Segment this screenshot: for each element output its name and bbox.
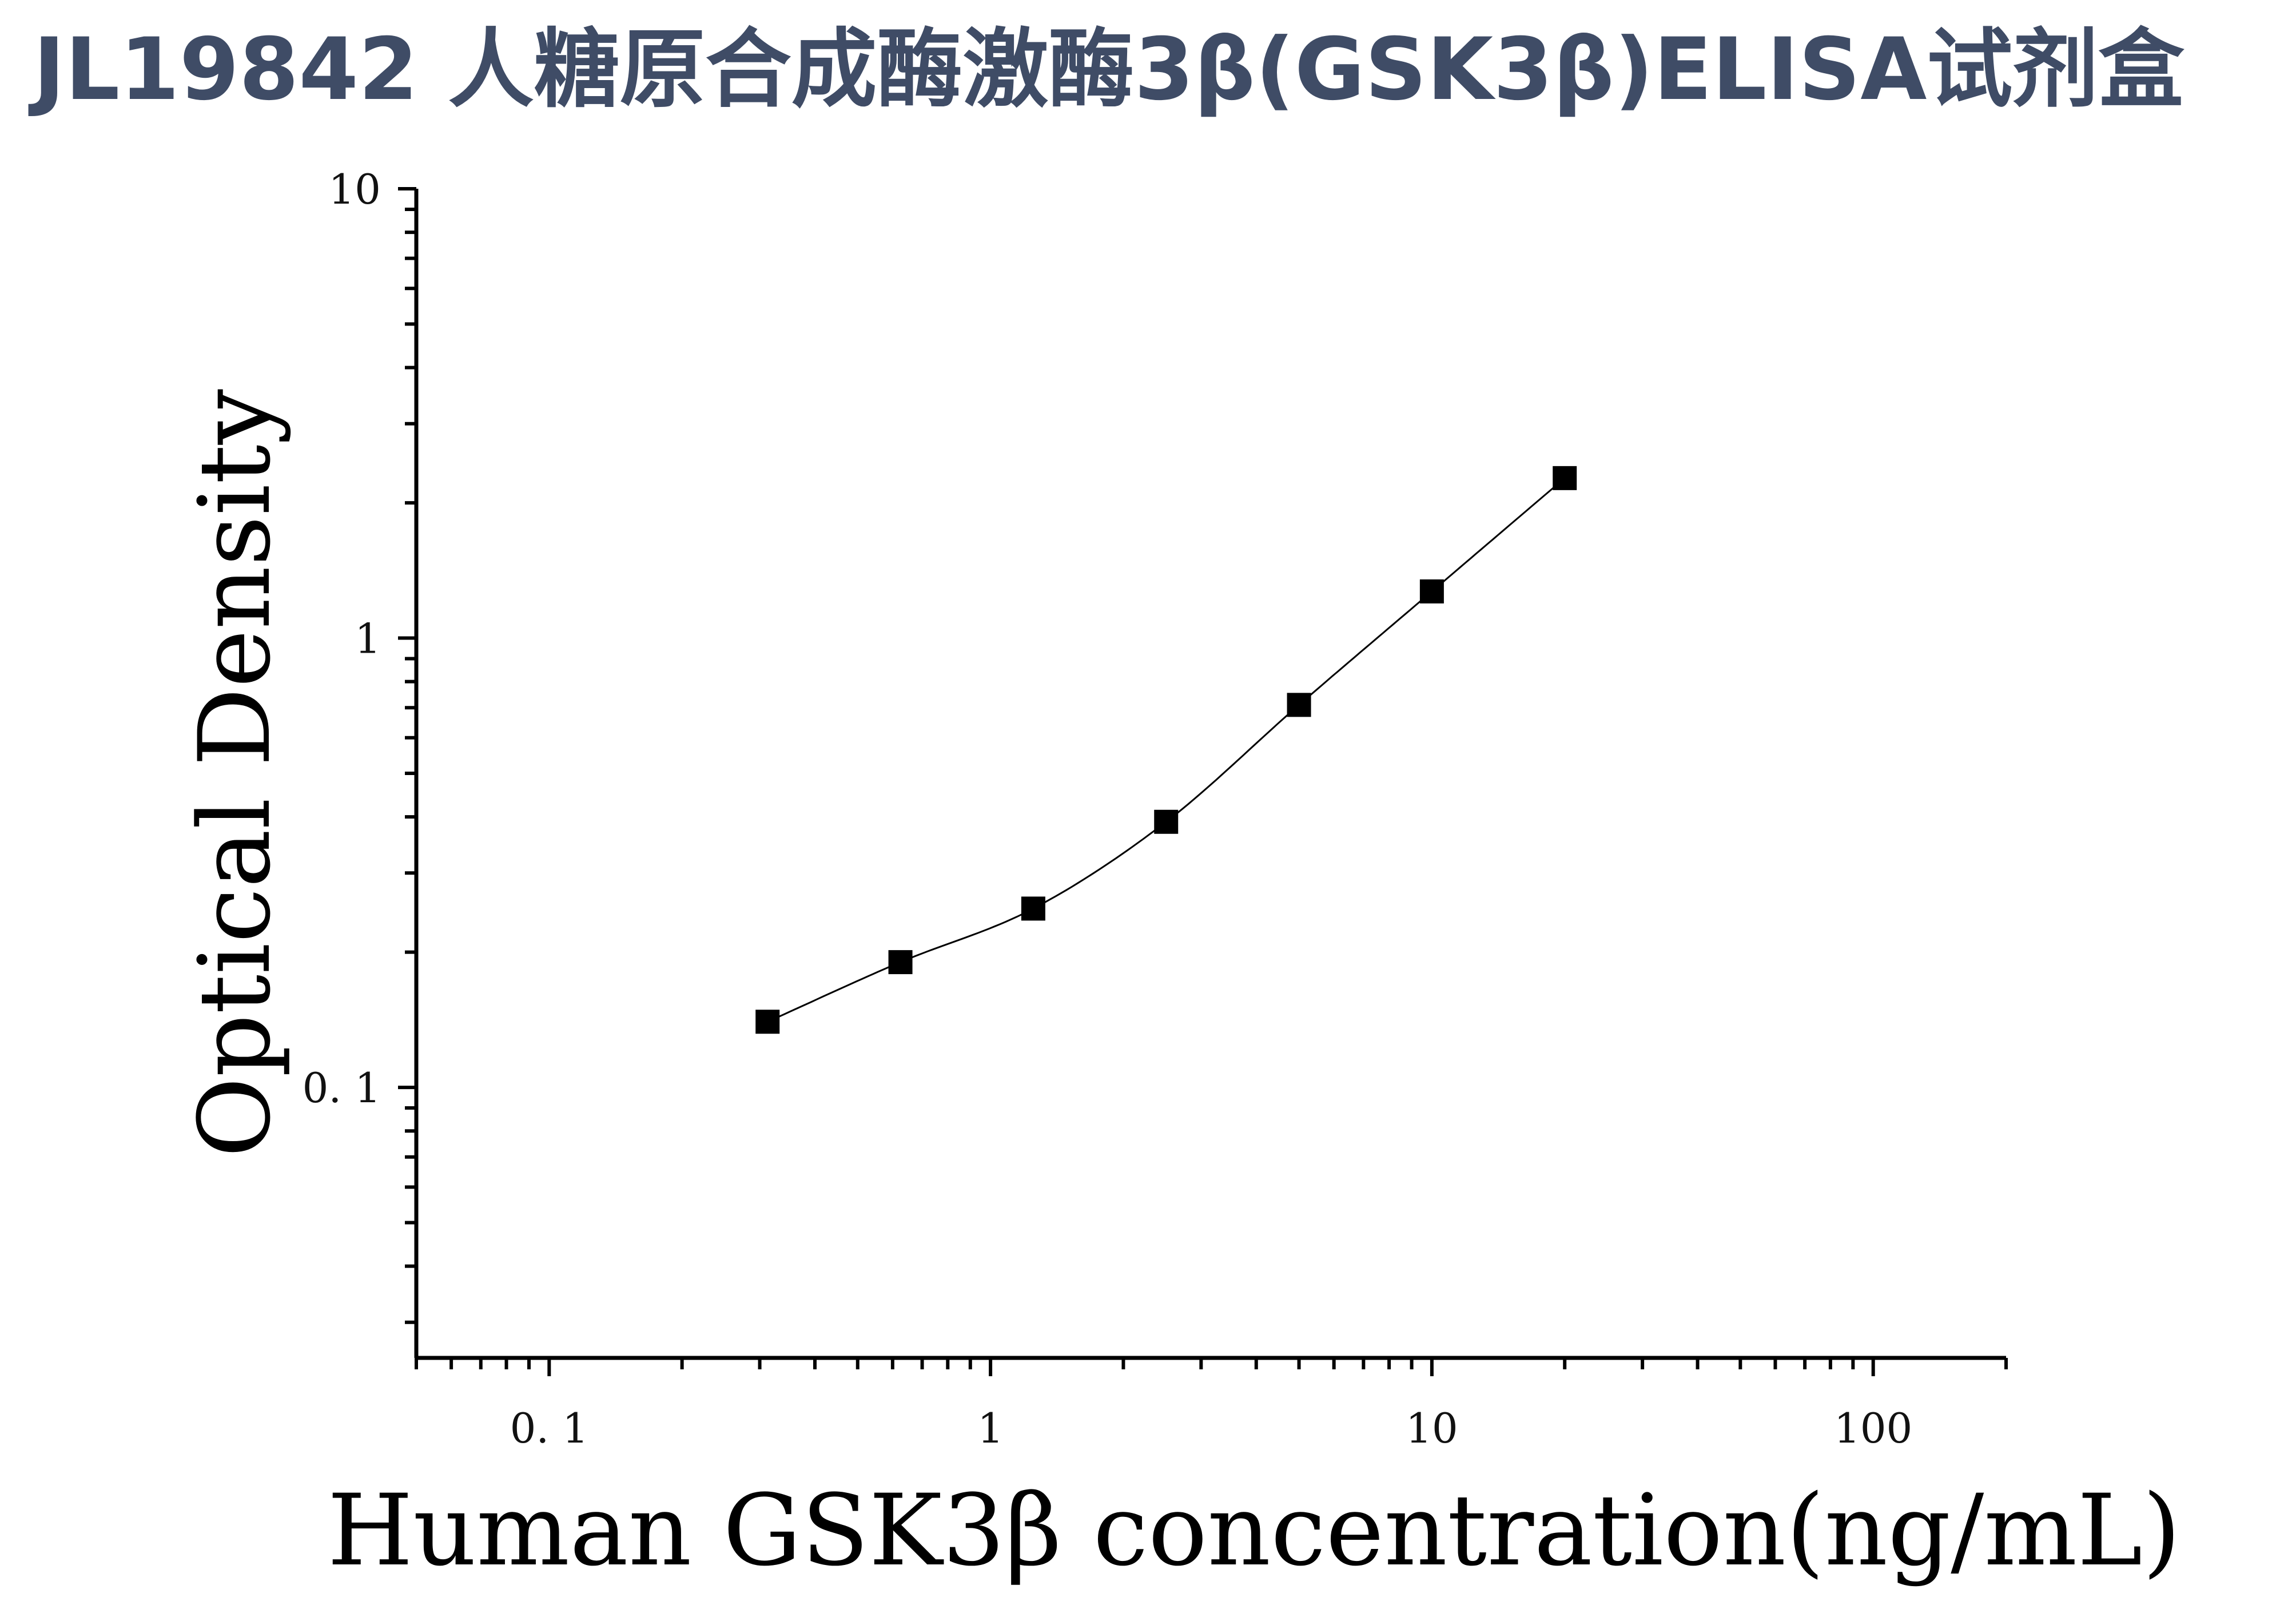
x-tick-label: 0. 1 <box>510 1404 588 1452</box>
data-point-marker <box>1553 466 1577 490</box>
data-point-marker <box>1021 896 1045 921</box>
ticks: 0. 1 1 10 100 0. 1 1 10 <box>303 165 2008 1452</box>
y-tick-label: 0. 1 <box>303 1064 381 1112</box>
x-axis-title: Human GSK3β concentration(ng/mL) <box>327 1473 2180 1588</box>
markers <box>755 466 1577 1034</box>
data-point-marker <box>888 950 913 975</box>
fit-curve <box>767 477 1566 1023</box>
axes <box>414 189 2006 1360</box>
y-tick-label: 1 <box>355 615 381 663</box>
data-point-marker <box>1287 693 1311 717</box>
fit-curve-group <box>767 477 1566 1023</box>
data-point-marker <box>755 1010 780 1034</box>
page-title: JL19842 人糖原合成酶激酶3β(GSK3β)ELISA试剂盒 <box>33 20 2184 120</box>
x-tick-label: 10 <box>1406 1404 1458 1452</box>
data-point-marker <box>1419 579 1444 603</box>
x-tick-label: 1 <box>977 1404 1004 1452</box>
y-tick-label: 10 <box>328 165 381 213</box>
data-point-marker <box>1154 809 1179 834</box>
x-tick-label: 100 <box>1834 1404 1912 1452</box>
y-axis-title: Optical Density <box>177 389 292 1158</box>
